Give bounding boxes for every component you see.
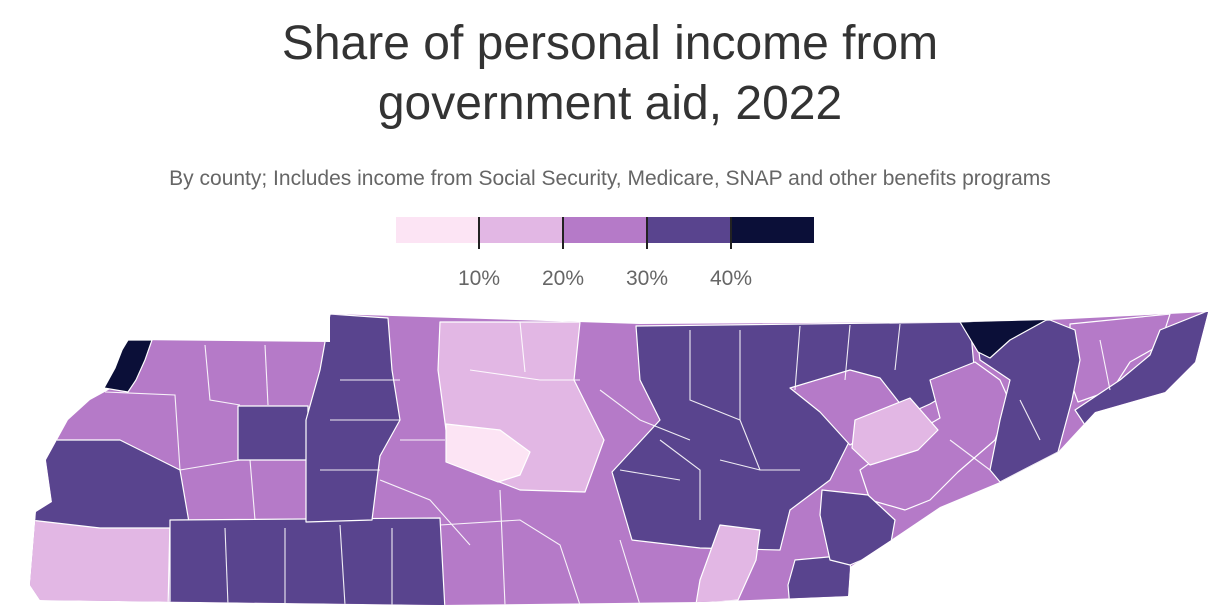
legend-label-10: 10% bbox=[457, 267, 501, 290]
county-border bbox=[739, 330, 761, 471]
legend-label-20: 20% bbox=[541, 267, 585, 290]
northeast-counties bbox=[974, 319, 1081, 483]
county-border bbox=[1099, 339, 1111, 391]
county-border bbox=[844, 324, 851, 381]
county-border bbox=[224, 527, 229, 605]
legend-bin-0 bbox=[396, 217, 480, 243]
legend-label-30: 30% bbox=[625, 267, 669, 290]
legend-bin-1 bbox=[479, 217, 564, 243]
title-line-2: government aid, 2022 bbox=[377, 77, 843, 130]
county-border bbox=[949, 439, 991, 471]
legend-tick-40 bbox=[730, 217, 732, 249]
county-border bbox=[499, 489, 506, 605]
county-border bbox=[599, 389, 691, 441]
lake-county bbox=[103, 339, 153, 393]
county-border bbox=[104, 391, 181, 471]
county-border bbox=[249, 459, 256, 521]
tennessee-county-map bbox=[30, 312, 1208, 605]
county-border bbox=[379, 479, 471, 546]
county-border bbox=[264, 344, 269, 406]
county-border bbox=[619, 539, 641, 605]
davidson-area bbox=[445, 423, 531, 483]
legend-bin-3 bbox=[646, 217, 731, 243]
county-border bbox=[179, 459, 241, 471]
title-line-1: Share of personal income from bbox=[281, 17, 939, 70]
west-south-counties bbox=[237, 405, 309, 461]
county-border bbox=[339, 524, 346, 605]
county-border bbox=[719, 459, 800, 471]
legend-bin-4 bbox=[730, 217, 814, 243]
county-border bbox=[469, 369, 580, 381]
county-border bbox=[204, 344, 241, 406]
hamilton-county bbox=[695, 524, 761, 605]
county-border bbox=[519, 321, 526, 373]
county-border bbox=[659, 439, 701, 520]
county-border bbox=[794, 325, 801, 391]
legend-tick-10 bbox=[478, 217, 480, 249]
legend-bin-2 bbox=[563, 217, 647, 243]
county-border bbox=[439, 519, 581, 605]
county-border bbox=[894, 323, 901, 371]
county-border bbox=[619, 469, 681, 481]
color-legend: 10% 20% 30% 40% bbox=[396, 217, 814, 297]
chart-subtitle: By county; Includes income from Social S… bbox=[169, 167, 1051, 190]
southwest-counties bbox=[30, 519, 171, 605]
county-borders bbox=[104, 321, 1111, 605]
chart-title: Share of personal income from government… bbox=[0, 14, 1220, 134]
legend-tick-20 bbox=[562, 217, 564, 249]
west-south-counties bbox=[169, 517, 446, 605]
legend-bins bbox=[396, 217, 814, 243]
county-border bbox=[689, 330, 741, 421]
legend-label-40: 40% bbox=[709, 267, 753, 290]
knox-area bbox=[851, 397, 939, 466]
legend-tick-30 bbox=[646, 217, 648, 249]
county-border bbox=[1019, 399, 1041, 441]
